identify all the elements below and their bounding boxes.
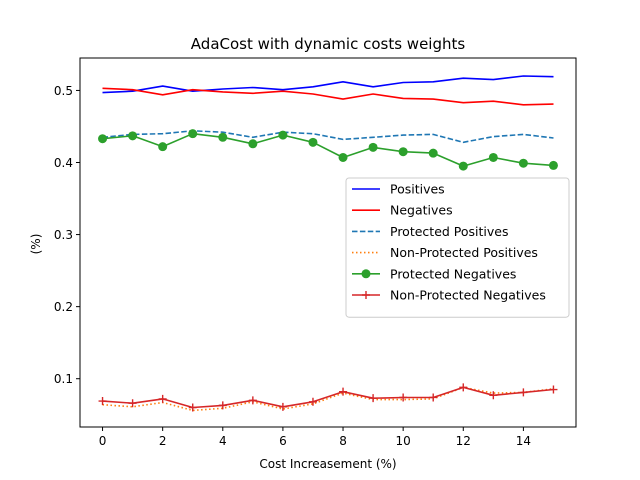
series-line-3 [102, 130, 554, 144]
y-axis-label: (%) [29, 234, 43, 255]
data-point [248, 396, 257, 405]
legend-marker [361, 269, 371, 279]
data-point [188, 129, 198, 139]
x-tick-label: 14 [516, 434, 531, 448]
x-tick-label: 8 [339, 434, 347, 448]
series-line-6 [102, 386, 554, 409]
data-point [339, 387, 348, 396]
data-point [278, 130, 288, 140]
data-point [158, 394, 167, 403]
y-tick-label: 0.5 [54, 84, 73, 98]
data-point [549, 385, 558, 394]
x-tick-label: 4 [219, 434, 227, 448]
data-point [338, 152, 348, 162]
data-point [489, 391, 498, 400]
legend-label: Positives [390, 182, 445, 197]
data-point [98, 397, 107, 406]
x-axis-label: Cost Increasement (%) [259, 457, 396, 471]
data-point [458, 161, 468, 171]
data-point [429, 393, 438, 402]
data-point [368, 142, 378, 152]
y-tick-label: 0.2 [54, 300, 73, 314]
data-point [399, 393, 408, 402]
data-point [488, 152, 498, 162]
y-tick-label: 0.1 [54, 372, 73, 386]
data-point [428, 148, 438, 158]
plot-area: 0 2 4 6 8 10 12 14 0.1 0.2 0.3 0.4 0.5 [54, 57, 577, 448]
legend-label: Protected Positives [390, 224, 509, 239]
data-point [158, 142, 168, 152]
series-line-5 [102, 132, 554, 167]
legend-label: Negatives [390, 203, 453, 218]
data-point [518, 158, 528, 168]
data-point [218, 132, 228, 142]
series-line-1 [102, 75, 554, 94]
y-tick-label: 0.3 [54, 228, 73, 242]
data-point [248, 139, 258, 149]
data-point [128, 399, 137, 408]
data-point [398, 147, 408, 157]
series-line-4 [102, 386, 554, 412]
data-point [98, 134, 108, 144]
series-line-2 [102, 87, 554, 106]
y-tick-label: 0.4 [54, 156, 73, 170]
x-tick-label: 0 [99, 434, 107, 448]
x-tick-label: 12 [456, 434, 471, 448]
data-point [218, 401, 227, 410]
legend: Positives Negatives Protected Positives Non… [345, 177, 570, 318]
data-point [278, 402, 287, 411]
legend-box [345, 177, 570, 318]
legend-label: Non-Protected Positives [390, 245, 538, 260]
data-point [308, 137, 318, 147]
data-point [308, 397, 317, 406]
data-point [188, 403, 197, 412]
x-tick-label: 10 [396, 434, 411, 448]
legend-label: Non-Protected Negatives [390, 288, 546, 303]
data-point [459, 383, 468, 392]
legend-marker [362, 291, 370, 299]
x-tick-label: 6 [279, 434, 287, 448]
chart-title: AdaCost with dynamic costs weights [191, 35, 466, 53]
axes-frame [79, 57, 577, 428]
x-tick-label: 2 [159, 434, 167, 448]
legend-label: Protected Negatives [390, 266, 516, 281]
data-point [548, 160, 558, 170]
data-point [369, 394, 378, 403]
data-point [519, 388, 528, 397]
data-point [128, 131, 138, 141]
